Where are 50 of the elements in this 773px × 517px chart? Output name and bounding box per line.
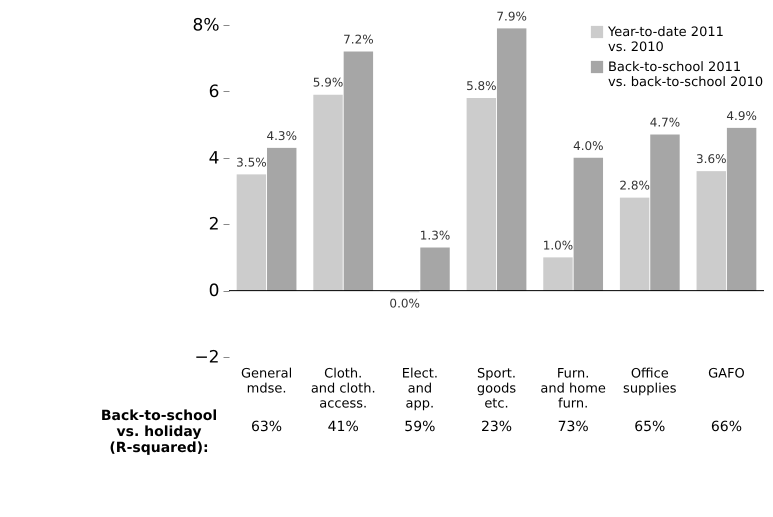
x-tick-label: Elect. and app. — [402, 366, 438, 412]
data-label: 2.8% — [619, 178, 650, 193]
data-label: 0.0% — [389, 296, 420, 310]
text: 66% — [710, 419, 742, 435]
data-label: 5.9% — [312, 76, 344, 90]
y-tick-label: −2 — [194, 348, 220, 368]
bar — [267, 148, 296, 291]
text: 59% — [404, 419, 436, 435]
x-tick-label: Cloth. and cloth. access. — [310, 366, 376, 412]
bar — [726, 128, 756, 291]
bar — [420, 247, 450, 291]
text: 41% — [328, 419, 359, 435]
bar — [696, 171, 726, 291]
y-tick-label: 0 — [208, 281, 220, 302]
text: 23% — [480, 419, 512, 435]
text: 63% — [250, 419, 282, 435]
bar — [344, 52, 374, 291]
bar — [236, 174, 266, 291]
y-tick-label: 6 — [208, 82, 220, 102]
x-tick-label: GAFO — [708, 366, 745, 382]
legend-label: Year-to-date 2011 vs. 2010 — [607, 25, 724, 55]
data-label: 4.7% — [650, 116, 680, 130]
data-label: 4.9% — [726, 108, 757, 123]
data-label: 7.2% — [343, 32, 374, 47]
bar — [574, 158, 604, 291]
x-tick-label: Furn. and home furn. — [540, 366, 606, 412]
data-label: 3.5% — [236, 155, 267, 170]
data-label: 4.0% — [573, 138, 604, 153]
x-tick-label: Sport. goods etc. — [476, 366, 516, 412]
data-label: 1.3% — [420, 228, 450, 242]
y-tick-label: 2 — [208, 214, 220, 235]
data-label: 3.6% — [696, 152, 727, 166]
bar — [543, 257, 573, 291]
bar — [466, 98, 496, 291]
text: 65% — [634, 419, 666, 435]
data-label: 1.0% — [542, 238, 574, 252]
data-label: 4.3% — [266, 128, 297, 143]
bar — [650, 134, 680, 291]
text: 73% — [558, 419, 589, 435]
data-label: 5.8% — [466, 79, 497, 94]
bar — [496, 28, 526, 291]
y-tick-label: 8% — [192, 16, 220, 36]
x-tick-label: General mdse. — [240, 366, 292, 396]
y-tick-label: 4 — [208, 148, 220, 168]
x-tick-label: Office supplies — [623, 366, 677, 396]
legend-label: Back-to-school 2011 vs. back-to-school 2010 — [608, 60, 764, 90]
bar — [313, 94, 343, 291]
text: Back-to-school vs. holiday (R-squared): — [100, 408, 218, 456]
data-label: 7.9% — [496, 9, 527, 24]
bar — [620, 198, 650, 291]
